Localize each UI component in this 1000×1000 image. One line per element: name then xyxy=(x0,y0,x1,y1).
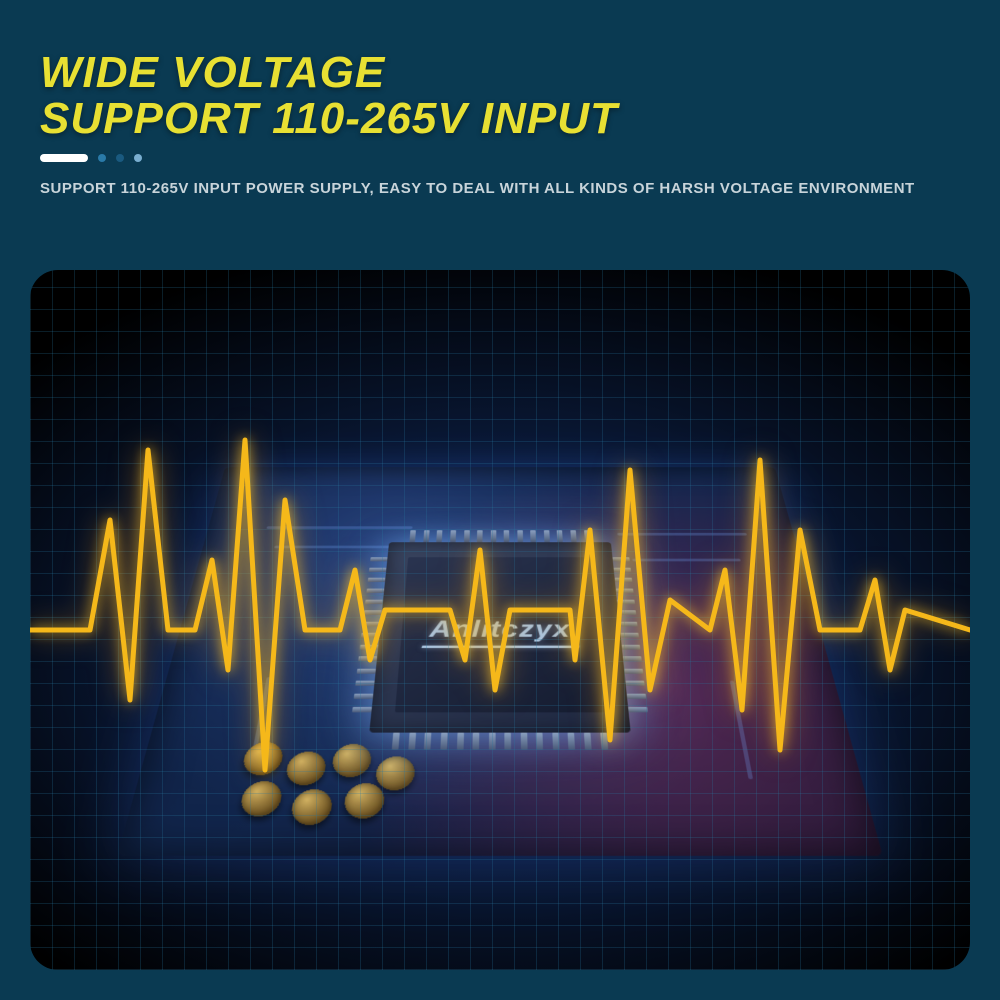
chip-pins-top xyxy=(406,530,595,542)
hero-graphic: Anlitczyx xyxy=(30,270,970,970)
subtitle-text: SUPPORT 110-265V INPUT POWER SUPPLY, EAS… xyxy=(40,180,960,197)
indicator-dot-1 xyxy=(98,154,106,162)
circuit-board: Anlitczyx xyxy=(117,467,883,856)
title-line-2: SUPPORT 110-265V INPUT xyxy=(40,96,960,142)
slide-indicator xyxy=(40,154,960,162)
title-line-1: WIDE VOLTAGE xyxy=(40,50,960,96)
chip-face: Anlitczyx xyxy=(395,557,605,712)
indicator-dot-2 xyxy=(116,154,124,162)
header-block: WIDE VOLTAGE SUPPORT 110-265V INPUT SUPP… xyxy=(0,0,1000,217)
indicator-dot-3 xyxy=(134,154,142,162)
indicator-bar xyxy=(40,154,88,162)
chip-brand-label: Anlitczyx xyxy=(429,616,571,643)
